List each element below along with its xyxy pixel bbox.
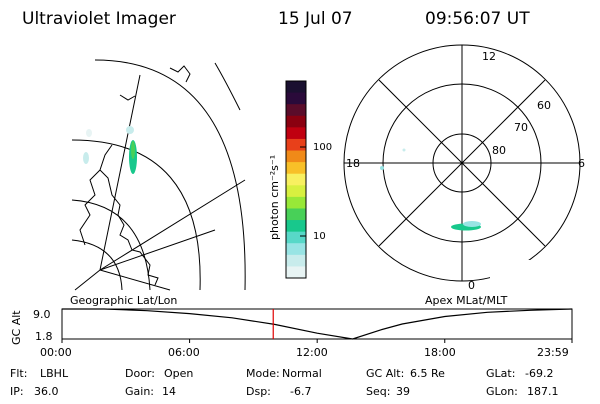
colorbar-band xyxy=(286,254,306,267)
colorbar-band xyxy=(286,115,306,128)
colorbar-band xyxy=(286,104,306,117)
coastline-islands xyxy=(119,94,136,101)
info-glat-val: -69.2 xyxy=(525,367,553,380)
mlt-label-12: 12 xyxy=(482,50,496,63)
xtick-label-0000: 00:00 xyxy=(40,346,72,359)
meridian-1 xyxy=(99,179,246,271)
info-seq-val: 39 xyxy=(396,385,410,398)
timeline-ytick-bottom: 1.8 xyxy=(35,330,53,343)
xtick-label-0600: 06:00 xyxy=(168,346,200,359)
lat-circle-2 xyxy=(71,139,201,291)
timeline-ytick-top: 9.0 xyxy=(33,308,51,321)
colorbar-band xyxy=(286,185,306,198)
lat-circle-outer xyxy=(94,59,246,291)
grid-arc-top xyxy=(214,62,241,111)
polar-emission-dot-2 xyxy=(402,148,406,152)
coastline-east xyxy=(99,144,159,286)
colorbar-band xyxy=(286,162,306,175)
meridian-5 xyxy=(74,269,101,291)
instrument-title: Ultraviolet Imager xyxy=(22,9,176,29)
meridian-3 xyxy=(99,269,171,291)
colorbar-frame xyxy=(285,80,307,279)
mlat-label-70: 70 xyxy=(514,121,528,134)
timeline-ylabel: GC Alt xyxy=(10,310,23,345)
colorbar-band xyxy=(286,138,306,152)
mlt-label-0: 0 xyxy=(468,279,475,292)
colorbar-band xyxy=(286,173,306,186)
xtick-label-2359: 23:59 xyxy=(537,346,569,359)
colorbar-unit-label: photon cm⁻²s⁻¹ xyxy=(268,155,281,240)
info-flt-val: LBHL xyxy=(40,367,69,380)
colorbar-tick-label-100: 100 xyxy=(313,142,332,153)
mlat-label-60: 60 xyxy=(537,99,551,112)
coastline-west xyxy=(79,169,101,246)
colorbar-band xyxy=(286,266,306,279)
xtick-label-1200: 12:00 xyxy=(296,346,328,359)
info-ip-key: IP: xyxy=(10,385,24,398)
info-flt-key: Flt: xyxy=(10,367,27,380)
header-date: 15 Jul 07 xyxy=(278,9,353,29)
info-seq-key: Seq: xyxy=(366,385,390,398)
polar-plot: 12 0 18 6 60 70 80 xyxy=(343,44,585,292)
info-ip-val: 36.0 xyxy=(34,385,59,398)
geographic-map xyxy=(71,59,246,291)
colorbar-band xyxy=(286,208,306,221)
emission-faint-3 xyxy=(86,129,92,137)
polar-meridian-diag-2 xyxy=(378,79,546,247)
info-mode-key: Mode: xyxy=(246,367,280,380)
info-door-key: Door: xyxy=(125,367,155,380)
colorbar-band xyxy=(286,127,306,140)
colorbar-tick-label-10: 10 xyxy=(313,231,326,242)
info-door-val: Open xyxy=(164,367,193,380)
xtick-label-1800: 18:00 xyxy=(424,346,456,359)
timeline-frame xyxy=(61,308,573,340)
meridian-4 xyxy=(99,74,141,271)
colorbar: 100 10 photon cm⁻²s⁻¹ xyxy=(268,80,332,279)
emission-core xyxy=(131,141,135,159)
mlt-label-6: 6 xyxy=(578,157,585,170)
polar-gap xyxy=(490,260,570,280)
emission-faint-1 xyxy=(126,126,134,134)
colorbar-band xyxy=(286,81,306,94)
altitude-curve xyxy=(62,308,573,340)
info-dsp-key: Dsp: xyxy=(246,385,271,398)
info-panel: Flt: LBHL Door: Open Mode: Normal GC Alt… xyxy=(10,367,559,398)
colorbar-band xyxy=(286,150,306,163)
orbit-timeline: GC Alt 9.0 1.8 00:00 06:00 12:00 18:00 2… xyxy=(10,308,573,359)
colorbar-band xyxy=(286,231,306,244)
lat-circle-3 xyxy=(71,199,151,291)
left-panel-label: Geographic Lat/Lon xyxy=(70,294,177,307)
info-glon-key: GLon: xyxy=(486,385,518,398)
info-gain-val: 14 xyxy=(162,385,176,398)
colorbar-band xyxy=(286,220,306,233)
header-time: 09:56:07 UT xyxy=(425,9,530,29)
info-gcalt-val: 6.5 Re xyxy=(410,367,445,380)
polar-emission-halo xyxy=(463,221,481,227)
polar-emission-dot-1 xyxy=(380,166,384,170)
mlat-label-80: 80 xyxy=(492,144,506,157)
right-panel-label: Apex MLat/MLT xyxy=(425,294,508,307)
info-mode-val: Normal xyxy=(282,367,322,380)
meridian-2 xyxy=(99,229,216,271)
info-glat-key: GLat: xyxy=(486,367,515,380)
colorbar-band xyxy=(286,92,306,105)
lat-circle-4 xyxy=(71,239,123,291)
info-gain-key: Gain: xyxy=(125,385,154,398)
coastline-north xyxy=(169,65,191,83)
mlt-label-18: 18 xyxy=(346,157,360,170)
colorbar-band xyxy=(286,196,306,209)
info-gcalt-key: GC Alt: xyxy=(366,367,404,380)
info-dsp-val: -6.7 xyxy=(290,385,311,398)
colorbar-band xyxy=(286,243,306,256)
info-glon-val: 187.1 xyxy=(527,385,559,398)
emission-faint-2 xyxy=(83,152,89,164)
